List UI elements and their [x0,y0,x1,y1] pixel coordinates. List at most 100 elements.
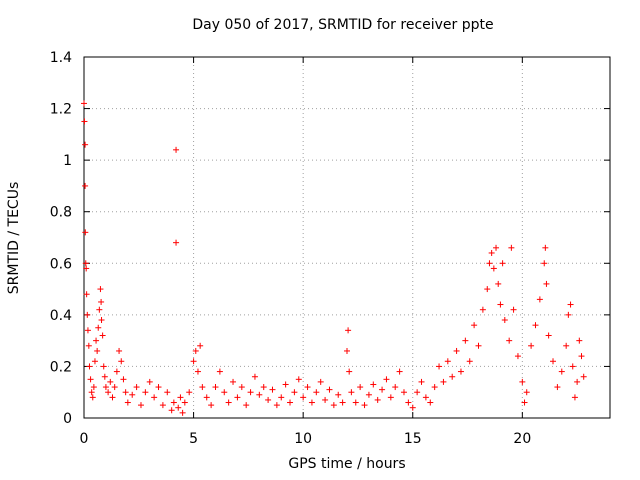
data-point [256,391,263,398]
data-point [475,342,482,349]
data-point [578,353,585,360]
y-axis-label: SRMTID / TECUs [6,181,22,295]
data-point [346,368,353,375]
data-point [81,118,88,125]
data-point [453,347,460,354]
data-point [95,324,102,331]
data-point [493,244,500,251]
data-point [94,347,101,354]
data-point [84,311,91,318]
data-point [499,260,506,267]
data-point [352,399,359,406]
data-point [190,358,197,365]
data-point [173,239,180,246]
data-point [151,394,158,401]
data-point [159,402,166,409]
data-point [409,404,416,411]
data-point [101,373,108,380]
data-point [99,332,106,339]
data-point [97,286,104,293]
data-point [484,286,491,293]
data-point [357,384,364,391]
data-point [179,409,186,416]
y-tick-label: 0.8 [50,205,72,221]
data-point [449,373,456,380]
data-point [365,391,372,398]
data-point [243,402,250,409]
data-point [197,342,204,349]
data-point [508,244,515,251]
data-point [541,260,548,267]
data-point [471,322,478,329]
data-point [308,399,315,406]
data-point [186,389,193,396]
data-point [501,317,508,324]
x-tick-label: 0 [80,431,89,447]
y-tick-label: 0.4 [50,308,72,324]
data-point [230,378,237,385]
data-point [545,332,552,339]
data-point [387,394,394,401]
plot-frame [83,56,611,419]
data-point [521,399,528,406]
data-point [177,394,184,401]
data-point [93,337,100,344]
data-point [88,389,95,396]
data-point [532,322,539,329]
data-point [510,306,517,313]
data-point [199,384,206,391]
data-point [542,244,549,251]
data-point [519,378,526,385]
data-point [137,402,144,409]
data-point [344,347,350,354]
data-point [86,363,93,370]
data-point [571,394,578,401]
x-axis-label: GPS time / hours [288,456,406,472]
data-point [216,368,223,375]
data-point [317,378,324,385]
data-point [392,384,399,391]
data-point [569,363,576,370]
data-point [282,381,289,388]
data-point [361,402,368,409]
data-point [83,265,90,272]
data-point [335,391,342,398]
data-point [567,301,574,308]
data-point [536,296,543,303]
data-point [170,399,177,406]
data-point [326,386,333,393]
data-point [543,280,550,287]
data-point [436,363,443,370]
x-tick-label: 15 [404,431,422,447]
data-point [396,368,403,375]
data-point [221,389,228,396]
data-point [82,182,89,189]
data-point [348,389,355,396]
data-point [109,394,116,401]
data-point [83,291,90,298]
data-point [265,396,272,403]
data-point [322,396,329,403]
data-point [192,347,199,354]
data-point [440,378,447,385]
data-point [486,260,493,267]
data-point [129,391,136,398]
data-point [490,265,497,272]
data-point [208,402,215,409]
data-point [225,399,232,406]
data-point [554,384,561,391]
data-point [345,327,352,334]
data-point [418,378,425,385]
data-point [528,342,535,349]
data-point [96,306,103,313]
data-point [105,389,112,396]
data-point [295,376,302,383]
data-point [124,399,131,406]
data-point [98,298,105,305]
data-point [107,378,114,385]
data-point [497,301,504,308]
data-point [313,389,320,396]
chart-title: Day 050 of 2017, SRMTID for receiver ppt… [192,17,494,33]
data-point [574,378,581,385]
